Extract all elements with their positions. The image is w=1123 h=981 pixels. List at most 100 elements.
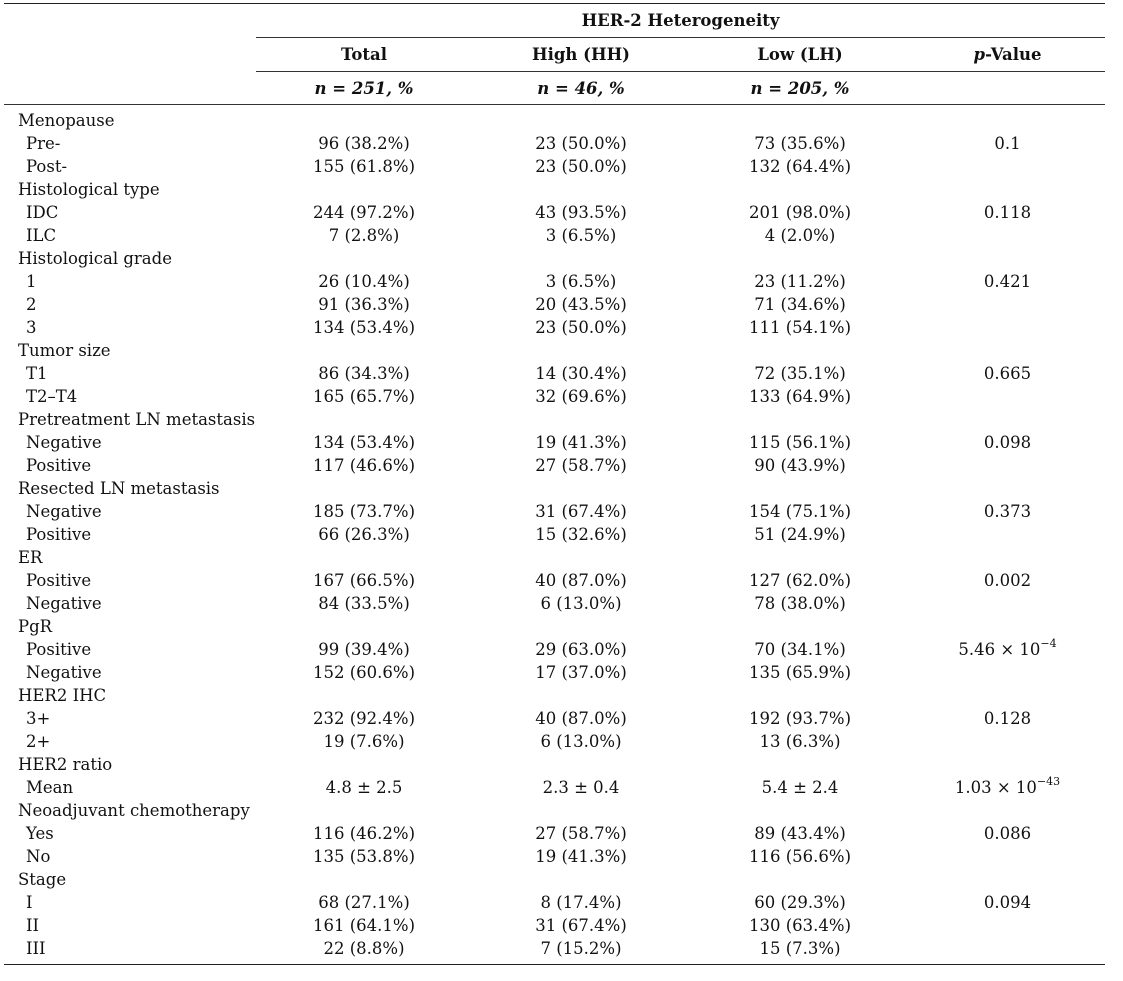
cell-high: 40 (87.0%): [472, 707, 690, 730]
row-label: Positive: [26, 525, 92, 544]
cell-high: 31 (67.4%): [472, 500, 690, 523]
cell-high: 23 (50.0%): [472, 316, 690, 339]
group-label: Resected LN metastasis: [18, 479, 220, 498]
cell-total-text: 19 (7.6%): [323, 732, 405, 751]
cell-total-text: 135 (53.8%): [312, 847, 416, 866]
cell-high-text: 23 (50.0%): [535, 157, 627, 176]
cell-total: 165 (65.7%): [256, 385, 472, 408]
table-container: HER-2 Heterogeneity Total High (HH) Low …: [4, 3, 1105, 965]
cell-pvalue: 0.094: [910, 891, 1105, 914]
cell-total: 244 (97.2%): [256, 201, 472, 224]
table-group-row: Tumor size: [4, 339, 1105, 362]
cell-total: 68 (27.1%): [256, 891, 472, 914]
cell-total-text: 68 (27.1%): [318, 893, 410, 912]
cell-total: 185 (73.7%): [256, 500, 472, 523]
cell-pvalue: 0.665: [910, 362, 1105, 385]
cell-total: [256, 684, 472, 707]
cell-high-text: 6 (13.0%): [540, 732, 622, 751]
group-label: Pretreatment LN metastasis: [18, 410, 256, 429]
cell-low: 60 (29.3%): [690, 891, 910, 914]
row-label: 1: [26, 272, 37, 291]
cell-low: 71 (34.6%): [690, 293, 910, 316]
table-row: I 68 (27.1%) 8 (17.4%) 60 (29.3%) 0.094: [4, 891, 1105, 914]
cell-high: 27 (58.7%): [472, 454, 690, 477]
row-label: Positive: [26, 456, 92, 475]
cell-pvalue-text: 0.098: [983, 433, 1032, 452]
table-row: 3+ 232 (92.4%) 40 (87.0%) 192 (93.7%) 0.128: [4, 707, 1105, 730]
row-label: T1: [26, 364, 48, 383]
cell-low-text: 71 (34.6%): [754, 295, 846, 314]
cell-low-text: 78 (38.0%): [754, 594, 846, 613]
cell-pvalue-text: 0.373: [983, 502, 1032, 521]
cell-low: 89 (43.4%): [690, 822, 910, 845]
cell-high-text: 27 (58.7%): [535, 824, 627, 843]
cell-total-text: 26 (10.4%): [318, 272, 410, 291]
table-body: Menopause Pre- 96 (38.2%) 23 (50.0%) 73 (35.…: [4, 104, 1105, 965]
table-group-row: Histological grade: [4, 247, 1105, 270]
row-label: ILC: [26, 226, 57, 245]
group-label: Neoadjuvant chemotherapy: [18, 801, 250, 820]
cell-total-text: 134 (53.4%): [312, 318, 416, 337]
pvalue-italic-p: p: [973, 45, 986, 64]
cell-pvalue: [910, 339, 1105, 362]
cell-total-text: 232 (92.4%): [312, 709, 416, 728]
table-row: Negative 134 (53.4%) 19 (41.3%) 115 (56.1%)…: [4, 431, 1105, 454]
cell-total: 134 (53.4%): [256, 431, 472, 454]
cell-low: [690, 799, 910, 822]
cell-low: 90 (43.9%): [690, 454, 910, 477]
cell-high: 23 (50.0%): [472, 155, 690, 178]
cell-high-text: 43 (93.5%): [535, 203, 627, 222]
cell-total-text: 84 (33.5%): [318, 594, 410, 613]
cell-low: [690, 684, 910, 707]
group-label: Histological type: [18, 180, 160, 199]
cell-pvalue: [910, 247, 1105, 270]
table-row: Yes 116 (46.2%) 27 (58.7%) 89 (43.4%) 0.086: [4, 822, 1105, 845]
cell-pvalue: 0.128: [910, 707, 1105, 730]
cell-low: 13 (6.3%): [690, 730, 910, 753]
cell-total: [256, 339, 472, 362]
table-group-row: HER2 ratio: [4, 753, 1105, 776]
cell-high-text: 3 (6.5%): [545, 272, 617, 291]
table-row: Positive 117 (46.6%) 27 (58.7%) 90 (43.9%): [4, 454, 1105, 477]
column-n-pvalue: [910, 71, 1105, 105]
cell-high: 8 (17.4%): [472, 891, 690, 914]
cell-low-text: 13 (6.3%): [759, 732, 841, 751]
cell-low: [690, 546, 910, 569]
cell-pvalue-text: 0.118: [983, 203, 1032, 222]
cell-total: 26 (10.4%): [256, 270, 472, 293]
cell-pvalue: [910, 914, 1105, 937]
cell-low: [690, 178, 910, 201]
table-group-row: Pretreatment LN metastasis: [4, 408, 1105, 431]
cell-total: [256, 408, 472, 431]
table-row: IDC 244 (97.2%) 43 (93.5%) 201 (98.0%) 0.118: [4, 201, 1105, 224]
cell-high-text: 40 (87.0%): [535, 709, 627, 728]
cell-pvalue-text: 1.03 × 10: [954, 778, 1037, 797]
cell-total: 99 (39.4%): [256, 638, 472, 661]
cell-high: 3 (6.5%): [472, 224, 690, 247]
cell-low: 78 (38.0%): [690, 592, 910, 615]
row-label: 3+: [26, 709, 51, 728]
cell-pvalue: [910, 293, 1105, 316]
row-label: Pre-: [26, 134, 61, 153]
table-group-row: Menopause: [4, 104, 1105, 132]
cell-low: 70 (34.1%): [690, 638, 910, 661]
cell-low: [690, 615, 910, 638]
cell-high-text: 7 (15.2%): [540, 939, 622, 958]
cell-pvalue-text: 0.421: [983, 272, 1032, 291]
cell-low: [690, 247, 910, 270]
cell-high: 19 (41.3%): [472, 845, 690, 868]
cell-total-text: 167 (66.5%): [312, 571, 416, 590]
cell-high: [472, 178, 690, 201]
cell-total-text: 134 (53.4%): [312, 433, 416, 452]
header-blank-cell: [4, 38, 256, 72]
cell-high: [472, 546, 690, 569]
table-group-row: Histological type: [4, 178, 1105, 201]
column-n-high: n = 46, %: [472, 71, 690, 105]
row-label: 2: [26, 295, 37, 314]
cell-high-text: 8 (17.4%): [540, 893, 622, 912]
cell-pvalue-text: 0.002: [983, 571, 1032, 590]
cell-high: [472, 104, 690, 132]
cell-high-text: 20 (43.5%): [535, 295, 627, 314]
row-label: No: [26, 847, 51, 866]
column-header-high: High (HH): [472, 37, 690, 72]
